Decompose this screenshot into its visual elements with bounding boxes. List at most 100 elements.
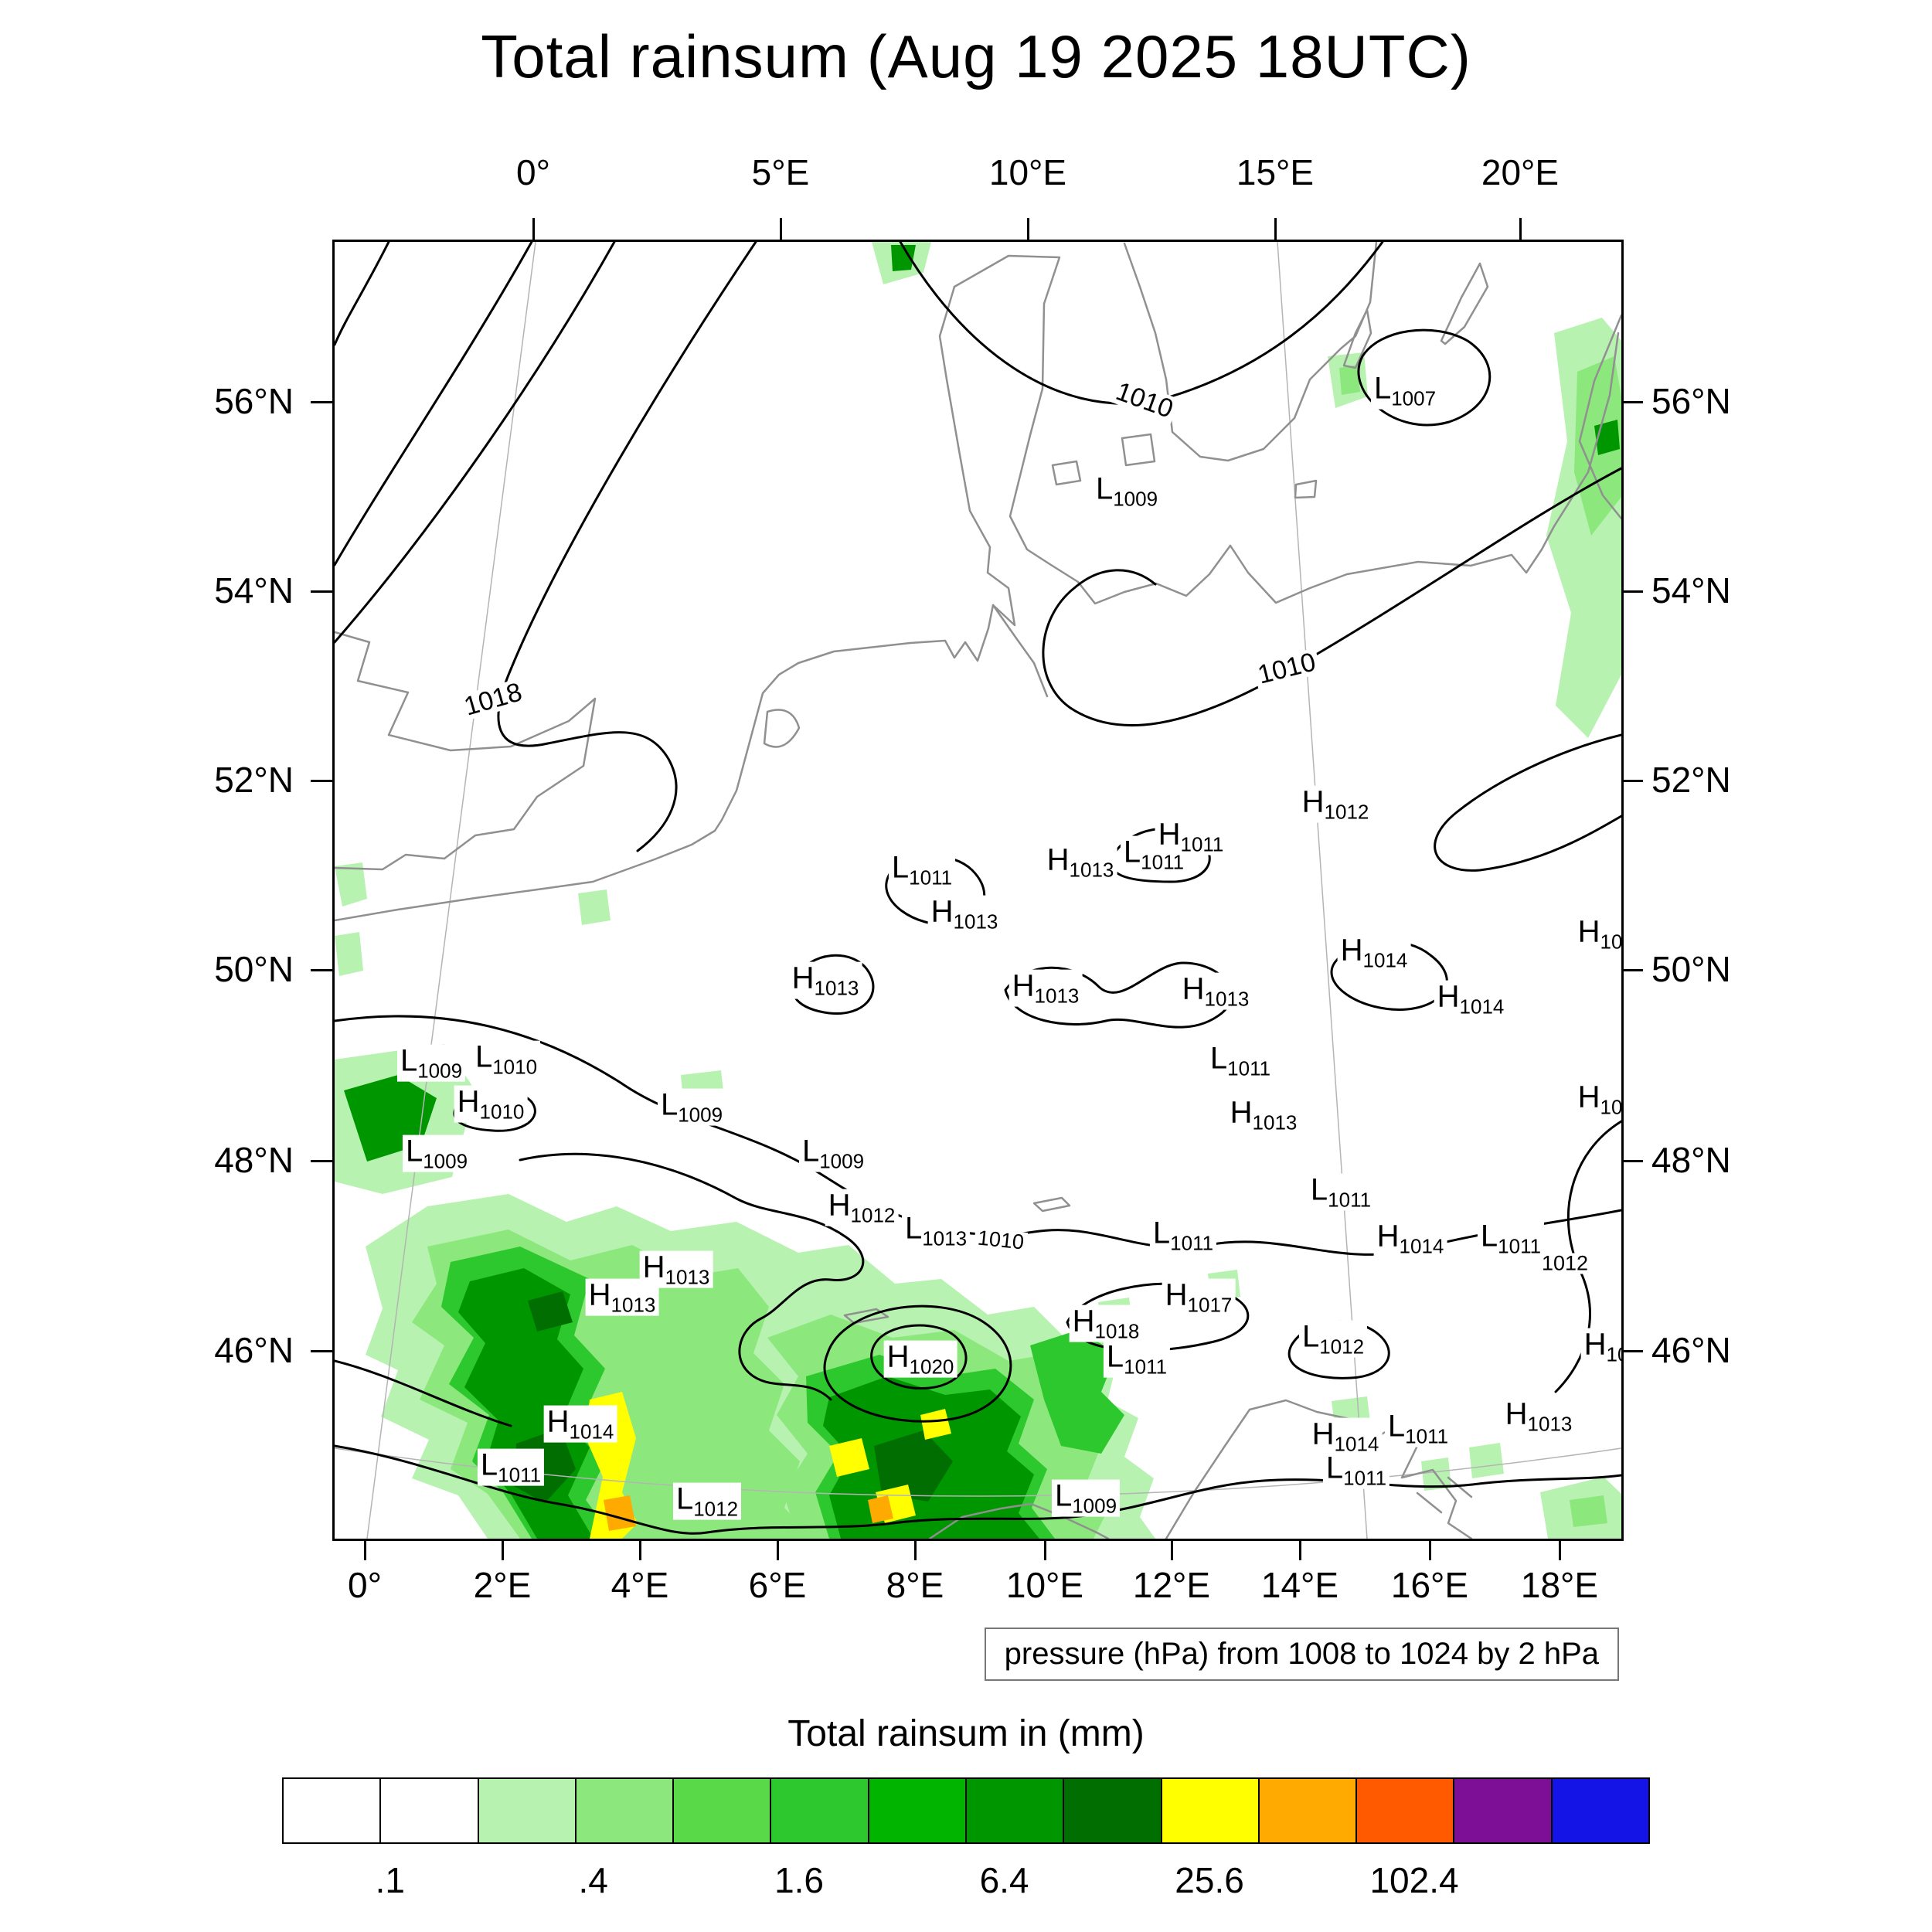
- pressure-letter: H: [457, 1084, 480, 1119]
- left-axis-tick: [311, 968, 332, 971]
- low-pressure-center: L1009: [798, 1134, 868, 1173]
- pressure-value: 1012: [1324, 800, 1369, 824]
- colorbar-tick-label: 6.4: [979, 1860, 1029, 1900]
- pressure-value: 1014: [569, 1420, 614, 1444]
- right-axis-label: 56°N: [1651, 381, 1731, 421]
- high-pressure-center: H1013: [1226, 1096, 1301, 1134]
- pressure-letter: L: [400, 1043, 418, 1078]
- low-pressure-center: L1009: [657, 1088, 726, 1127]
- bottom-axis-label: 0°: [348, 1565, 382, 1605]
- pressure-value: 1011: [498, 1463, 542, 1487]
- pressure-value: 1018: [1094, 1319, 1140, 1343]
- pressure-letter: L: [1325, 1451, 1344, 1485]
- low-pressure-center: L1011: [1149, 1216, 1217, 1254]
- colorbar-cell: [1257, 1777, 1358, 1844]
- pressure-letter: H: [1012, 968, 1035, 1003]
- colorbar-tick-label: .1: [375, 1860, 406, 1900]
- left-axis-tick: [311, 400, 332, 403]
- colorbar-cell: [867, 1777, 967, 1844]
- right-axis-label: 52°N: [1651, 760, 1731, 800]
- high-pressure-center: H1014: [1308, 1417, 1383, 1456]
- high-pressure-center: H1010: [454, 1084, 528, 1123]
- pressure-value: 1017: [1187, 1293, 1233, 1317]
- pressure-letter: L: [904, 1211, 923, 1246]
- pressure-value: 1009: [423, 1149, 468, 1173]
- top-axis-label: 20°E: [1481, 152, 1560, 192]
- pressure-letter: H: [1046, 842, 1070, 877]
- pressure-letter: H: [546, 1404, 570, 1439]
- colorbar-cell: [574, 1777, 675, 1844]
- high-pressure-center: H1013: [1574, 915, 1621, 953]
- high-pressure-center: H1013: [927, 895, 1002, 933]
- high-pressure-center: H1014: [1337, 934, 1411, 972]
- bottom-axis-label: 14°E: [1260, 1565, 1339, 1605]
- right-axis-label: 54°N: [1651, 570, 1731, 611]
- pressure-letter: L: [675, 1481, 694, 1516]
- pressure-value: 1013: [1204, 987, 1250, 1011]
- pressure-value: 1011: [1328, 1188, 1372, 1212]
- top-axis-tick: [532, 218, 535, 240]
- low-pressure-center: L1009: [1092, 472, 1162, 511]
- isobar-value-label: 1012: [1538, 1253, 1592, 1274]
- bottom-axis-label: 6°E: [748, 1565, 807, 1605]
- colorbar-cell: [379, 1777, 479, 1844]
- pressure-value: 1014: [1334, 1432, 1379, 1456]
- pressure-letter: L: [1054, 1478, 1073, 1513]
- pressure-value: 1013: [665, 1265, 710, 1289]
- pressure-letter: H: [642, 1250, 665, 1284]
- high-pressure-center: H1011: [1155, 818, 1227, 855]
- pressure-letter: H: [1072, 1304, 1095, 1338]
- pressure-letter: L: [1301, 1319, 1320, 1354]
- colorbar-cell: [1355, 1777, 1455, 1844]
- top-axis-label: 0°: [516, 152, 550, 192]
- pressure-letter: H: [1583, 1327, 1607, 1362]
- high-pressure-center: H1014: [1434, 980, 1508, 1018]
- pressure-letter: L: [480, 1447, 498, 1482]
- bottom-axis-tick: [1558, 1539, 1561, 1560]
- pressure-letter: L: [1209, 1041, 1228, 1076]
- pressure-value: 1012: [693, 1497, 739, 1521]
- bottom-axis-tick: [363, 1539, 366, 1560]
- right-axis-tick: [1621, 1349, 1643, 1352]
- top-axis-tick: [779, 218, 782, 240]
- pressure-value: 1011: [1343, 1466, 1387, 1490]
- isobar-value-label: 1010: [973, 1226, 1029, 1254]
- pressure-letter: L: [1152, 1216, 1171, 1250]
- low-pressure-center: L1011: [1322, 1451, 1390, 1490]
- high-pressure-center: H1014: [1373, 1219, 1447, 1257]
- pressure-caption: pressure (hPa) from 1008 to 1024 by 2 hP…: [984, 1628, 1619, 1681]
- pressure-value: 1009: [1113, 487, 1158, 511]
- pressure-value: 1011: [1498, 1234, 1542, 1258]
- pressure-letter: L: [1123, 835, 1141, 869]
- pressure-letter: L: [1387, 1409, 1406, 1444]
- pressure-letter: L: [801, 1134, 820, 1168]
- pressure-letter: H: [1182, 971, 1205, 1006]
- high-pressure-center: H1018: [1069, 1304, 1143, 1343]
- colorbar-cell: [1063, 1777, 1162, 1844]
- low-pressure-center: L1011: [1206, 1041, 1274, 1080]
- bottom-axis-label: 8°E: [886, 1565, 944, 1605]
- pressure-letter: H: [828, 1188, 851, 1223]
- bottom-axis-label: 2°E: [473, 1565, 532, 1605]
- pressure-value: 1009: [819, 1149, 865, 1173]
- pressure-value: 1013: [922, 1226, 968, 1250]
- low-pressure-center: L1011: [1103, 1340, 1171, 1378]
- top-axis-tick: [1274, 218, 1277, 240]
- pressure-letter: H: [1301, 784, 1325, 819]
- low-pressure-center: L1010: [471, 1040, 541, 1079]
- pressure-value: 1009: [417, 1059, 463, 1083]
- pressure-value: 1013: [1252, 1111, 1298, 1134]
- top-axis-label: 15°E: [1236, 152, 1315, 192]
- pressure-value: 1009: [678, 1103, 723, 1127]
- pressure-value: 1014: [1362, 948, 1408, 972]
- pressure-value: 1012: [1319, 1335, 1365, 1359]
- bottom-axis-tick: [1298, 1539, 1301, 1560]
- pressure-value: 1011: [1227, 1056, 1271, 1080]
- colorbar-tick-label: 1.6: [774, 1860, 825, 1900]
- left-axis-label: 54°N: [214, 570, 294, 611]
- high-pressure-center: H1012: [1298, 784, 1372, 824]
- high-pressure-center: H1012: [825, 1189, 899, 1226]
- pressure-value: 1010: [492, 1055, 538, 1079]
- high-pressure-center: H1013: [1574, 1080, 1621, 1118]
- colorbar-tick-label: 102.4: [1369, 1860, 1459, 1900]
